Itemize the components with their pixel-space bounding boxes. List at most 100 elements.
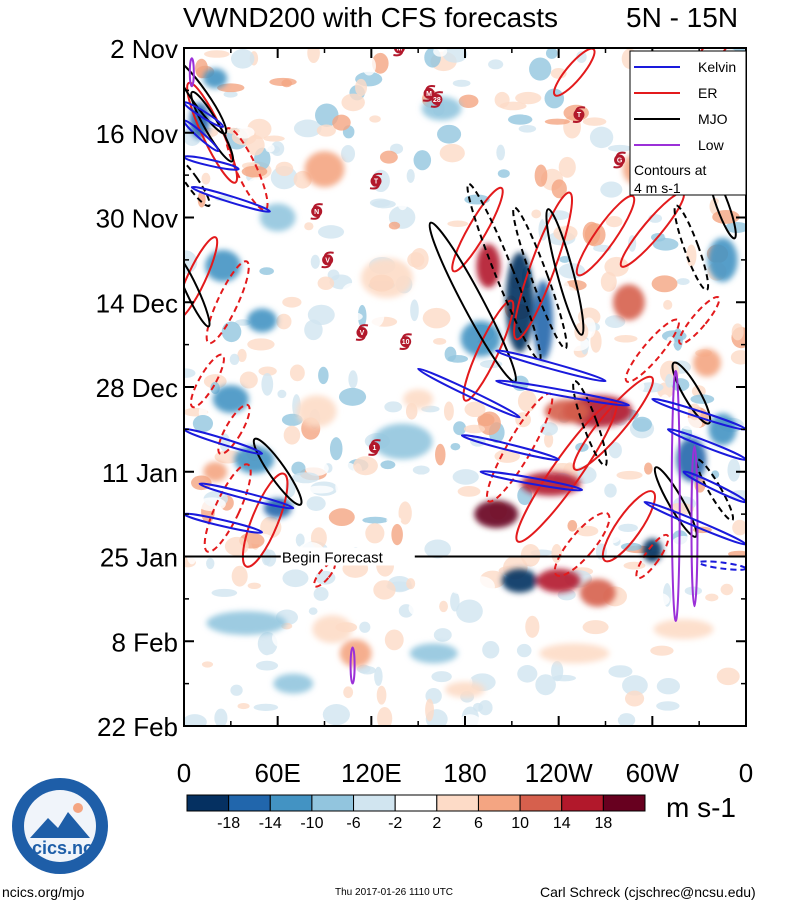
anomaly-cell [494,449,520,463]
anomaly-cell [665,373,674,388]
anomaly-cell [596,711,620,720]
anomaly-cell [406,169,415,183]
anomaly-cell [538,218,548,241]
storm-marker: 28 [430,91,444,108]
storm-marker: 10 [399,333,412,350]
colorbar-swatch [228,794,271,812]
anomaly-cell [329,437,343,461]
anomaly-cell [497,169,510,178]
anomaly-cell [214,195,234,202]
anomaly-blob [421,96,462,121]
anomaly-cell [551,179,567,199]
anomaly-cell [669,535,698,560]
er-contour [224,127,269,212]
anomaly-cell [578,668,589,684]
er-contour [203,463,252,553]
anomaly-cell [189,220,212,244]
anomaly-cell [452,79,471,87]
anomaly-cell [197,497,226,512]
anomaly-cell [614,334,638,343]
colorbar-swatch [477,794,521,812]
anomaly-cell [267,104,283,120]
anomaly-cell [369,302,385,327]
anomaly-cell [360,230,369,245]
anomaly-cell [730,601,746,619]
er-contour [189,353,225,409]
anomaly-cell [304,222,314,231]
storm-marker: V [355,324,369,341]
anomaly-cell [258,366,277,376]
mjo-contour [572,379,608,467]
anomaly-cell [520,721,532,726]
footer-url[interactable]: ncics.org/mjo [2,884,85,900]
anomaly-cell [516,61,528,73]
anomaly-cell [450,442,461,451]
er-contour [217,403,251,455]
anomaly-cell [369,115,381,123]
kelvin-contour [479,470,584,492]
anomaly-cell [539,422,558,436]
anomaly-cell [373,580,396,600]
anomaly-cell [388,221,401,230]
storm-core [393,48,405,54]
anomaly-cell [231,48,255,69]
anomaly-cell [482,640,500,659]
anomaly-cell [282,296,302,308]
anomaly-cell [241,165,268,178]
colorbar-swatch [561,794,604,812]
anomaly-cell [211,588,238,597]
anomaly-blob [206,611,287,636]
kelvin-contour [184,512,264,534]
y-tick-label: 2 Nov [110,34,178,64]
anomaly-cell [433,628,452,642]
footer-timestamp: Thu 2017-01-26 1110 UTC [335,887,454,898]
legend-label: Low [698,137,725,153]
anomaly-blob [312,615,353,644]
anomaly-cell [247,338,275,351]
anomaly-cell [282,569,309,588]
anomaly-cell [678,417,703,430]
anomaly-cell [253,703,279,711]
anomaly-cell [434,573,455,583]
chart-title: VWND200 with CFS forecasts [183,2,558,33]
anomaly-cell [379,150,398,164]
anomaly-cell [598,534,621,544]
anomaly-cell [412,465,430,475]
anomaly-blob [612,284,645,321]
x-tick-label: 120W [525,758,593,788]
anomaly-cell [439,600,448,613]
mjo-contour [671,361,712,425]
anomaly-cell [567,520,578,532]
anomaly-cell [610,694,629,714]
y-tick-label: 14 Dec [96,288,178,318]
storm-core [356,327,368,339]
chart-region: 5N - 15N [626,2,739,33]
anomaly-cell [604,483,617,498]
anomaly-cell [192,414,214,433]
kelvin-contour [698,560,746,571]
anomaly-cell [206,557,215,570]
colorbar-swatch [353,794,396,812]
anomaly-cell [608,665,633,678]
colorbar-label: 18 [594,815,612,832]
anomaly-blob [203,461,228,482]
logo-mountains [30,812,90,838]
anomaly-blob [212,385,249,414]
anomaly-cell [281,413,303,426]
er-contour [462,299,515,402]
anomaly-cell [263,135,285,142]
anomaly-cell [558,156,576,178]
storm-label: 10 [402,339,410,346]
anomaly-cell [306,485,334,494]
anomaly-blob [203,68,228,89]
mjo-contour [512,206,568,350]
anomaly-cell [518,124,537,133]
anomaly-blob [501,568,538,593]
anomaly-cell [507,114,533,125]
mjo-contour [184,252,211,328]
y-tick-label: 16 Nov [96,119,178,149]
low-contour [690,445,699,608]
anomaly-cell [355,78,368,97]
anomaly-cell [443,290,454,302]
anomaly-cell [712,209,740,224]
